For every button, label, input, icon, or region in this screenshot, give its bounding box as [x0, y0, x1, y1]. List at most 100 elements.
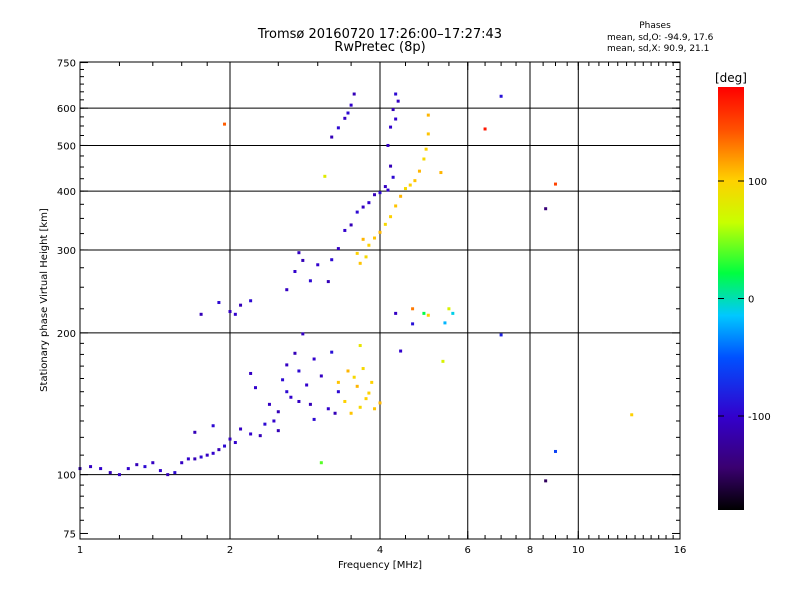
y-tick-label: 300	[57, 246, 76, 257]
data-point	[378, 191, 382, 195]
data-point	[223, 444, 227, 448]
data-point	[383, 185, 387, 189]
data-point	[297, 399, 301, 403]
data-point	[319, 374, 323, 378]
grid-layer	[80, 62, 680, 539]
data-point	[411, 322, 415, 326]
data-point	[312, 357, 316, 361]
x-axis-label: Frequency [MHz]	[338, 560, 422, 571]
data-point	[553, 449, 557, 453]
data-point	[319, 461, 323, 465]
y-tick-label: 500	[57, 141, 76, 152]
data-point	[89, 465, 93, 469]
data-point	[394, 92, 398, 96]
data-point	[361, 367, 365, 371]
data-point	[336, 247, 340, 251]
data-point	[544, 479, 548, 483]
data-point	[205, 453, 209, 457]
data-point	[281, 378, 285, 382]
colorbar-ticks: 100 0 -100	[718, 177, 771, 423]
data-point	[308, 279, 312, 283]
data-point	[447, 307, 451, 311]
data-point	[330, 350, 334, 354]
data-point	[108, 471, 112, 475]
data-point	[289, 395, 293, 399]
data-point	[426, 132, 430, 136]
y-tick-label: 600	[57, 104, 76, 115]
data-point	[358, 344, 362, 348]
data-point	[193, 457, 197, 461]
data-point	[276, 429, 280, 433]
data-point	[553, 182, 557, 186]
data-point	[389, 164, 393, 168]
data-point	[391, 175, 395, 179]
data-point	[166, 473, 170, 477]
y-tick-label: 400	[57, 187, 76, 198]
data-point	[422, 157, 426, 161]
data-point	[413, 179, 417, 183]
data-point	[439, 171, 443, 175]
data-point	[276, 410, 280, 414]
data-point	[349, 411, 353, 415]
data-point	[367, 391, 371, 395]
data-point	[386, 188, 390, 192]
data-point	[233, 441, 237, 445]
phases-label: Phases	[639, 21, 671, 31]
y-tick-label: 75	[63, 529, 76, 540]
data-point	[426, 113, 430, 117]
data-point	[373, 236, 377, 240]
data-point	[199, 312, 203, 316]
data-point	[239, 303, 243, 307]
data-point	[391, 108, 395, 112]
data-point	[355, 251, 359, 255]
data-point	[272, 419, 276, 423]
data-point	[173, 471, 177, 475]
data-point	[373, 407, 377, 411]
data-point	[349, 223, 353, 227]
data-point	[364, 255, 368, 259]
chart-subtitle: RwPretec (8p)	[334, 40, 426, 55]
data-point	[330, 135, 334, 139]
data-point	[355, 384, 359, 388]
data-point	[223, 122, 227, 126]
phases-x-stats: mean, sd,X: 90.9, 21.1	[607, 44, 710, 54]
data-point	[228, 310, 232, 314]
x-tick-label: 16	[674, 545, 687, 556]
data-point	[422, 311, 426, 315]
data-point	[364, 397, 368, 401]
data-point	[417, 169, 421, 173]
data-point	[308, 402, 312, 406]
data-point	[99, 467, 103, 471]
data-point	[180, 461, 184, 465]
data-point	[228, 437, 232, 441]
data-point	[361, 237, 365, 241]
data-point	[499, 333, 503, 337]
data-point	[443, 321, 447, 325]
data-point	[263, 422, 267, 426]
data-point	[424, 147, 428, 151]
data-point	[403, 187, 407, 191]
data-point	[301, 258, 305, 262]
data-point	[249, 432, 253, 436]
data-point	[343, 399, 347, 403]
data-point	[217, 448, 221, 452]
data-point	[135, 463, 139, 467]
data-point	[451, 311, 455, 315]
data-point	[336, 390, 340, 394]
data-point	[285, 288, 289, 292]
x-tick-label: 4	[377, 545, 383, 556]
data-point	[217, 301, 221, 305]
data-point	[499, 94, 503, 98]
data-point	[158, 469, 162, 473]
data-point	[394, 117, 398, 121]
data-point	[301, 332, 305, 336]
data-point	[285, 390, 289, 394]
colorbar-tick-label: -100	[748, 412, 771, 423]
data-point	[211, 424, 215, 428]
data-points-layer	[78, 92, 634, 483]
data-point	[143, 465, 147, 469]
data-point	[346, 111, 350, 115]
data-point	[330, 258, 334, 262]
data-point	[352, 92, 356, 96]
data-point	[389, 215, 393, 219]
